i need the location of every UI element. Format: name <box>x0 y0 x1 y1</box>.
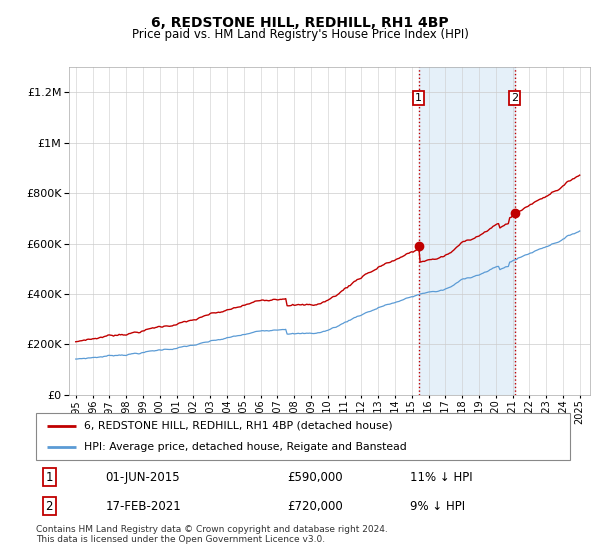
Text: £720,000: £720,000 <box>287 500 343 513</box>
Text: 6, REDSTONE HILL, REDHILL, RH1 4BP: 6, REDSTONE HILL, REDHILL, RH1 4BP <box>151 16 449 30</box>
Text: 1: 1 <box>46 470 53 484</box>
Text: 1: 1 <box>415 94 422 104</box>
Text: 6, REDSTONE HILL, REDHILL, RH1 4BP (detached house): 6, REDSTONE HILL, REDHILL, RH1 4BP (deta… <box>84 421 392 431</box>
Bar <box>419 67 515 395</box>
Text: 2: 2 <box>46 500 53 513</box>
Text: 01-JUN-2015: 01-JUN-2015 <box>106 470 180 484</box>
Text: HPI: Average price, detached house, Reigate and Banstead: HPI: Average price, detached house, Reig… <box>84 442 407 452</box>
Text: 9% ↓ HPI: 9% ↓ HPI <box>410 500 465 513</box>
Text: 11% ↓ HPI: 11% ↓ HPI <box>410 470 472 484</box>
Text: 2: 2 <box>511 94 518 104</box>
Text: Contains HM Land Registry data © Crown copyright and database right 2024.
This d: Contains HM Land Registry data © Crown c… <box>36 525 388 544</box>
Text: 17-FEB-2021: 17-FEB-2021 <box>106 500 181 513</box>
FancyBboxPatch shape <box>36 413 570 460</box>
Text: £590,000: £590,000 <box>287 470 343 484</box>
Text: Price paid vs. HM Land Registry's House Price Index (HPI): Price paid vs. HM Land Registry's House … <box>131 28 469 41</box>
